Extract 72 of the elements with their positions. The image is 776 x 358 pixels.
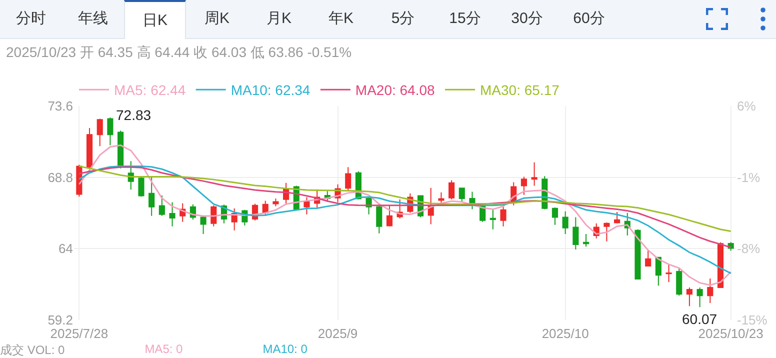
candlestick: [272, 198, 279, 207]
y-tick-label: 64: [58, 241, 73, 256]
annotation: 72.83: [116, 107, 152, 123]
y-tick-label: 68.8: [48, 170, 73, 185]
x-tick-label: 2025/7/28: [50, 326, 108, 341]
x-tick-label: 2025/10/23: [698, 326, 764, 341]
candlestick: [614, 211, 620, 224]
legend-label: MA5: 62.44: [114, 82, 186, 98]
line-series: [78, 165, 732, 274]
candlestick: [428, 187, 434, 225]
candlestick: [531, 162, 538, 186]
candlestick: [386, 204, 393, 227]
y-tick-label: 73.6: [48, 98, 73, 114]
candlestick: [552, 207, 558, 226]
text: 15分: [448, 9, 482, 29]
chart-subtitle: 2025/10/23 开 64.35 高 64.44 收 64.03 低 63.86 -0.51%: [6, 44, 352, 62]
candlestick: [676, 268, 682, 296]
y2-tick-label: -15%: [737, 312, 768, 328]
y-tick-label: 59.2: [48, 312, 73, 328]
candlestick: [666, 263, 672, 283]
candlestick: [458, 188, 465, 203]
candlestick: [604, 222, 610, 242]
text: 成交 VOL: 0: [0, 342, 65, 358]
candlestick: [696, 286, 703, 308]
line-series: [78, 165, 732, 232]
candlestick: [562, 210, 568, 234]
text: 30分: [510, 9, 544, 29]
y2-tick-label: -8%: [737, 241, 761, 256]
text: 周K: [203, 9, 230, 29]
candlestick: [645, 250, 652, 267]
candlestick: [138, 176, 144, 198]
text: 年线: [77, 9, 109, 29]
candlestick: [200, 215, 206, 234]
legend-label: MA20: 64.08: [355, 82, 436, 98]
text: 月K: [265, 9, 292, 29]
candlestick: [118, 130, 124, 169]
candlestick: [655, 256, 662, 286]
candlestick: [148, 176, 155, 216]
candlestick: [448, 180, 455, 200]
text: MA5: 0: [144, 342, 183, 358]
candlestick: [520, 176, 527, 196]
x-tick-label: 2025/9: [318, 326, 358, 341]
candlestick: [686, 286, 692, 307]
candlestick: [107, 116, 114, 146]
legend-label: MA30: 65.17: [480, 82, 560, 98]
text: 日K: [124, 0, 186, 38]
candlestick: [634, 228, 641, 280]
x-tick-label: 2025/10: [542, 326, 589, 341]
candlestick: [96, 118, 103, 147]
candlestick: [438, 192, 444, 204]
legend-label: MA10: 62.34: [230, 82, 310, 98]
candlestick: [169, 202, 176, 227]
y2-tick-label: -1%: [737, 170, 761, 185]
text: 60分: [572, 9, 606, 29]
candlestick: [376, 204, 382, 234]
candlestick: [158, 194, 165, 216]
candlestick: [707, 278, 714, 304]
text: 分时: [15, 9, 47, 29]
annotation: 60.07: [682, 311, 718, 327]
candlestick: [490, 209, 496, 230]
line-series: [78, 144, 732, 286]
candlestick: [304, 196, 310, 215]
candlestick: [210, 204, 217, 227]
candlestick: [582, 233, 590, 248]
text: 年K: [327, 9, 354, 29]
candlestick: [345, 166, 352, 191]
candlestick: [572, 216, 579, 250]
text: MA10: 0: [262, 342, 308, 358]
candlestick: [500, 206, 506, 227]
y2-tick-label: 6%: [737, 98, 756, 114]
line-series: [78, 166, 732, 248]
text: 5分: [390, 9, 416, 29]
